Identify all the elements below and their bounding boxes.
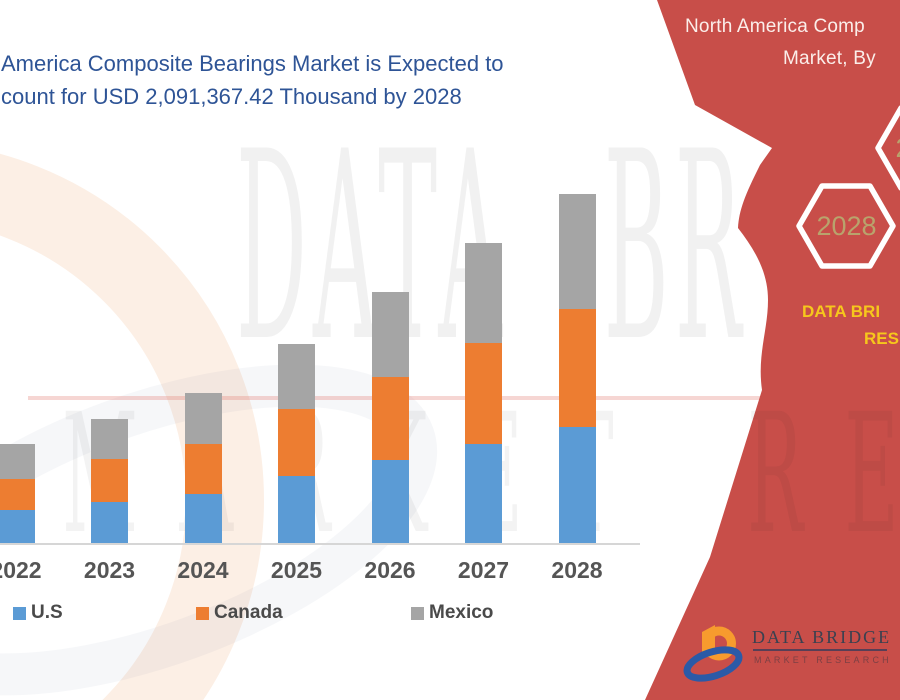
segment-canada-2022 (0, 479, 35, 511)
segment-mexico-2028 (558, 194, 596, 310)
x-tick-2022: 2022 (0, 557, 42, 583)
logo-swoosh-icon (683, 646, 743, 682)
side-panel-shape (645, 0, 900, 700)
panel-title-line2: Market, By (783, 48, 876, 69)
headline-line1: America Composite Bearings Market is Exp… (1, 51, 504, 76)
segment-mexico-2022 (0, 444, 35, 480)
x-tick-2025: 2025 (270, 557, 323, 583)
logo-tagline: MARKET RESEARCH (754, 655, 892, 665)
segment-us-2028 (558, 427, 596, 544)
data-bridge-logo-icon (683, 625, 743, 682)
hexagon-primary-label: 2028 (816, 211, 877, 241)
hexagon-primary-icon (796, 183, 896, 269)
bar-2025 (278, 176, 315, 544)
chart-legend: U.S Canada Mexico (0, 601, 660, 627)
logo-name: DATA BRIDGE (752, 627, 892, 647)
bar-2024 (184, 176, 222, 544)
x-tick-2023: 2023 (83, 557, 136, 583)
legend-label: Canada (214, 602, 283, 623)
watermark-ring-icon (0, 154, 264, 700)
segment-canada-2025 (278, 409, 315, 477)
legend-label: U.S (31, 602, 63, 623)
bar-2027 (465, 176, 502, 544)
panel-brand-line1: DATA BRI (802, 302, 881, 321)
bar-2023 (91, 176, 128, 544)
x-tick-2026: 2026 (364, 557, 416, 583)
bar-2028 (558, 176, 596, 544)
segment-us-2026 (371, 460, 409, 544)
legend-item-mexico: Mexico (411, 601, 493, 625)
segment-mexico-2026 (371, 292, 409, 378)
logo-b-bowl-icon (702, 626, 736, 661)
segment-us-2024 (184, 494, 222, 544)
headline-line2: count for USD 2,091,367.42 Thousand by 2… (1, 84, 462, 109)
bar-2026 (371, 176, 409, 544)
panel-brand-line2: RES (864, 329, 899, 348)
segment-canada-2024 (184, 444, 222, 494)
segment-us-2023 (91, 502, 128, 544)
x-tick-2024: 2024 (177, 557, 229, 583)
x-axis-labels: 2022 2023 2024 2025 2026 2027 2028 (0, 557, 660, 585)
segment-mexico-2023 (91, 419, 128, 460)
legend-item-us: U.S (13, 601, 63, 625)
segment-canada-2026 (371, 377, 409, 461)
panel-title-line1: North America Comp (685, 16, 865, 37)
segment-us-2022 (0, 510, 35, 544)
segment-us-2027 (465, 443, 502, 544)
x-tick-2027: 2027 (457, 557, 510, 583)
segment-mexico-2025 (278, 344, 315, 410)
segment-canada-2027 (465, 343, 502, 444)
legend-item-canada: Canada (196, 601, 283, 625)
segment-us-2025 (278, 476, 315, 544)
segment-canada-2028 (558, 309, 596, 428)
bar-2022 (0, 176, 35, 544)
x-tick-2028: 2028 (551, 557, 603, 583)
segment-mexico-2027 (465, 243, 502, 344)
x-axis-line (0, 543, 640, 545)
hexagon-secondary-label: 2028 (879, 133, 900, 164)
legend-swatch-icon (196, 606, 209, 620)
plot-area (0, 176, 660, 544)
legend-swatch-icon (13, 606, 26, 620)
logo-underline (753, 649, 887, 651)
legend-swatch-icon (411, 606, 424, 620)
legend-label: Mexico (429, 602, 494, 623)
segment-mexico-2024 (184, 392, 222, 444)
segment-canada-2023 (91, 459, 128, 503)
